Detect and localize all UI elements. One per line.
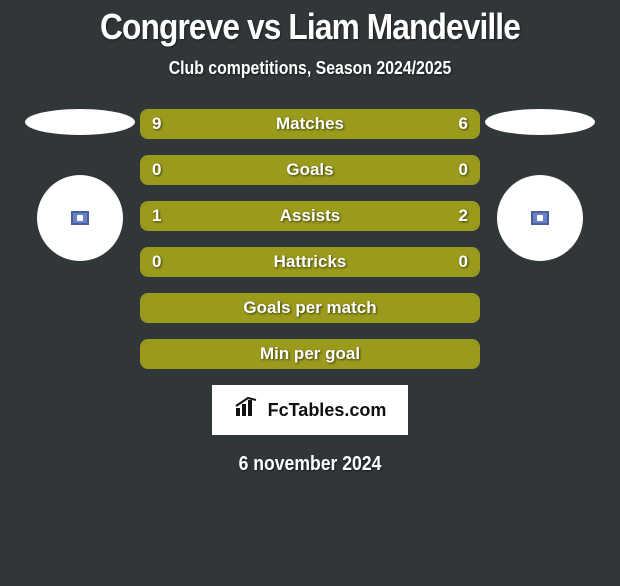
crest-icon [531,211,549,225]
fctables-logo: FcTables.com [212,385,408,435]
stat-bar: Min per goal [140,339,480,369]
bar-value-left: 1 [152,206,161,226]
left-player-col [20,109,140,369]
comparison-content: 9 6 Matches 0 0 Goals 1 2 Assists 0 0 Hattricks Goal… [0,109,620,369]
right-club-crest [497,175,583,261]
left-club-crest [37,175,123,261]
stat-bar: 9 6 Matches [140,109,480,139]
bar-value-left: 0 [152,252,161,272]
stat-bar: 1 2 Assists [140,201,480,231]
bar-label: Matches [276,114,344,134]
date-label: 6 november 2024 [37,453,583,476]
bar-value-right: 6 [459,114,468,134]
bar-value-left: 9 [152,114,161,134]
bar-label: Assists [280,206,340,226]
subtitle: Club competitions, Season 2024/2025 [37,58,583,79]
left-player-oval [25,109,135,135]
bar-label: Min per goal [260,344,360,364]
stat-bar: 0 0 Hattricks [140,247,480,277]
bar-value-right: 0 [459,252,468,272]
stat-bar: 0 0 Goals [140,155,480,185]
page-title: Congreve vs Liam Mandeville [37,6,583,48]
bar-value-right: 0 [459,160,468,180]
logo-text: FcTables.com [268,400,387,421]
bar-value-right: 2 [459,206,468,226]
right-player-oval [485,109,595,135]
right-player-col [480,109,600,369]
stat-bars: 9 6 Matches 0 0 Goals 1 2 Assists 0 0 Hattricks Goal… [140,109,480,369]
bar-label: Goals [286,160,333,180]
bar-label: Goals per match [243,298,376,318]
crest-icon [71,211,89,225]
logo-chart-icon [234,396,262,424]
bar-value-left: 0 [152,160,161,180]
bar-label: Hattricks [274,252,347,272]
stat-bar: Goals per match [140,293,480,323]
